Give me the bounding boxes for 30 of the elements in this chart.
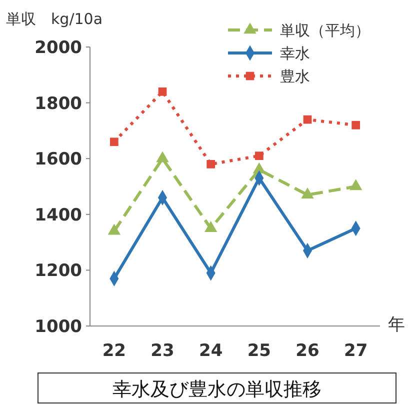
x-tick-label: 26 [296,341,320,361]
y-tick-label: 1200 [34,261,82,282]
x-tick-label: 24 [198,341,223,361]
y-tick-label: 2000 [34,38,82,58]
y-tick-label: 1800 [34,94,82,114]
point [252,162,266,174]
point [349,179,362,190]
point [206,160,216,168]
x-axis-title: 年 [388,315,405,335]
point [158,87,167,96]
y-tick-label: 1600 [34,150,82,170]
point [108,224,121,235]
y-axis-title: 単収 kg/10a [6,10,103,28]
point [156,151,169,162]
legend-label: 豊水 [280,67,310,86]
legend-label: 幸水 [280,44,310,62]
x-tick-label: 23 [150,341,174,361]
point [254,152,264,160]
point [204,221,218,232]
x-tick-label: 25 [247,341,272,361]
legend-label: 単収（平均） [280,21,370,40]
x-tick-label: 27 [344,341,368,361]
point [303,115,312,124]
y-tick-label: 1000 [34,316,82,337]
point [352,120,360,130]
text: 幸水及び豊水の単収推移 [112,378,322,401]
point [110,138,118,146]
x-tick-label: 22 [102,341,126,361]
point [301,188,314,199]
y-tick-label: 1400 [34,205,82,226]
